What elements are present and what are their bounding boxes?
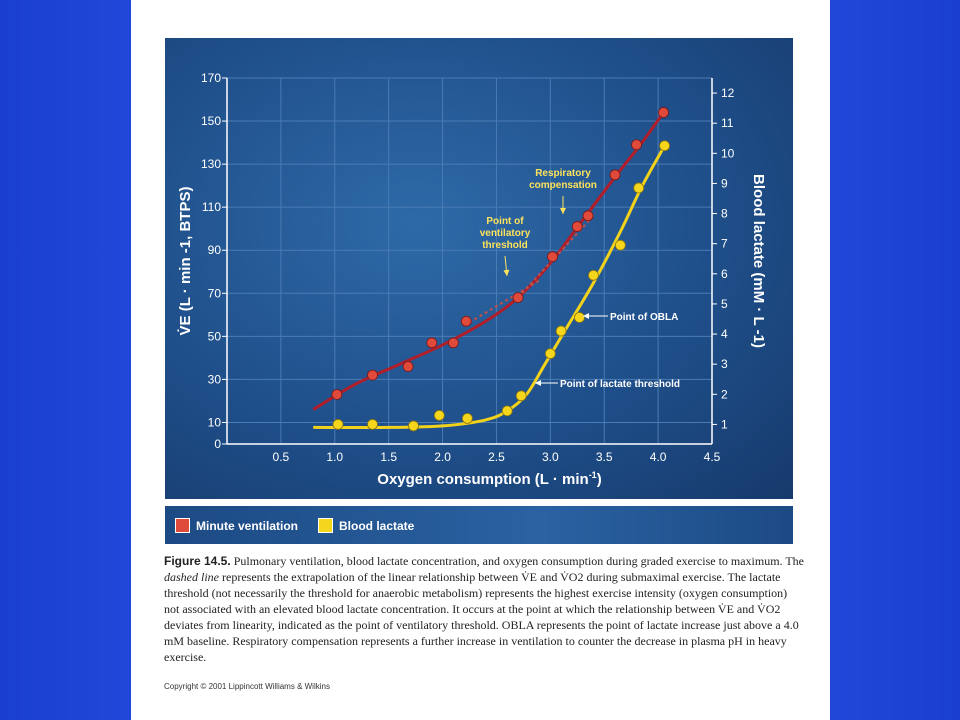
minute-ventilation-point [609, 169, 621, 181]
slide: Respiratory compensation Point of ventilato… [131, 0, 830, 720]
marker-layer [331, 107, 670, 432]
y2-tick-label: 9 [721, 176, 728, 190]
minute-ventilation-point [402, 361, 414, 372]
x-tick-label: 2.5 [488, 450, 505, 464]
annotation-arrow-head [535, 380, 541, 386]
x-tick-label: 2.0 [434, 450, 451, 464]
y2-tick-label: 1 [721, 417, 728, 431]
y2-tick-label: 10 [721, 146, 735, 160]
y-tick-label: 130 [201, 157, 221, 171]
minute-ventilation-point [426, 337, 438, 349]
y2-tick-label: 8 [721, 207, 728, 221]
axes-layer [222, 77, 717, 445]
grid-layer [227, 77, 713, 445]
y2-axis-title: Blood lactate (mM · L -1) [750, 174, 767, 348]
caption-emphasis: dashed line [164, 570, 219, 584]
y-axis-title: V̇E (L · min -1, BTPS) [177, 187, 194, 336]
blood-lactate-point [332, 419, 344, 430]
annotation-text: Point of [486, 216, 524, 227]
y2-tick-label: 7 [721, 237, 728, 251]
blood-lactate-point [408, 420, 419, 432]
y-tick-label: 90 [208, 243, 222, 257]
blood-lactate-point [555, 325, 567, 337]
y-tick-label: 0 [214, 437, 221, 451]
legend-label: Minute ventilation [196, 518, 298, 533]
annotation-text: Point of lactate threshold [560, 379, 680, 390]
annotation-text: Point of OBLA [610, 312, 678, 323]
minute-ventilation-point [658, 107, 669, 118]
y2-tick-label: 3 [721, 357, 728, 371]
y2-tick-label: 2 [721, 387, 728, 401]
minute-ventilation-point [582, 210, 594, 222]
minute-ventilation-point [547, 251, 558, 263]
x-axis-title-sup: -1 [589, 470, 597, 480]
x-tick-label: 1.0 [326, 450, 343, 464]
blood-lactate-point [633, 182, 645, 194]
figure-caption: Figure 14.5. Pulmonary ventilation, bloo… [164, 553, 804, 665]
blood-lactate-point [367, 419, 378, 430]
minute-ventilation-point [447, 337, 459, 349]
x-axis-title: Oxygen consumption (L · min-1) [377, 470, 601, 488]
blood-lactate-point [461, 412, 473, 424]
annotation-text: threshold [482, 240, 528, 251]
y-tick-label: 30 [208, 372, 222, 386]
y2-tick-label: 11 [721, 116, 734, 130]
y-tick-label: 110 [202, 200, 221, 214]
annotation-text: ventilatory [480, 228, 531, 239]
copyright-notice: Copyright © 2001 Lippincott Williams & W… [164, 682, 330, 691]
annotation-arrow-head [560, 208, 566, 214]
y2-tick-label: 5 [721, 297, 728, 311]
minute-ventilation-point [331, 389, 343, 400]
x-tick-label: 4.0 [650, 450, 667, 464]
x-tick-label: 3.0 [542, 450, 559, 464]
caption-text-2: represents the extrapolation of the line… [164, 570, 799, 664]
annotation-text: compensation [529, 180, 597, 191]
minute-ventilation-point [367, 369, 378, 381]
legend-swatch-blood-lactate [318, 518, 333, 533]
legend-label: Blood lactate [339, 518, 415, 533]
x-axis-title-end: ) [597, 471, 602, 488]
legend-item-minute-ventilation: Minute ventilation [175, 518, 298, 533]
y-tick-label: 50 [208, 329, 222, 343]
legend: Minute ventilation Blood lactate [165, 506, 793, 544]
blood-lactate-point [433, 409, 445, 421]
blood-lactate-point [501, 405, 513, 417]
y-tick-label: 70 [208, 286, 222, 300]
caption-text-1: Pulmonary ventilation, blood lactate con… [233, 554, 805, 568]
x-tick-label: 4.5 [704, 450, 721, 464]
y-tick-label: 170 [201, 71, 221, 85]
figure-label: Figure 14.5. [164, 554, 231, 568]
y2-tick-label: 12 [721, 86, 735, 100]
minute-ventilation-point [512, 292, 524, 304]
blood-lactate-point [544, 348, 556, 360]
minute-ventilation-point [571, 221, 583, 232]
annotation-text: Respiratory [535, 168, 591, 179]
annotation-arrow-head [503, 269, 510, 276]
y-tick-label: 10 [208, 415, 222, 429]
y-tick-label: 150 [201, 114, 221, 128]
blood-lactate-point [614, 239, 626, 251]
legend-item-blood-lactate: Blood lactate [318, 518, 414, 533]
x-tick-label: 3.5 [596, 450, 613, 464]
minute-ventilation-line [312, 111, 665, 411]
minute-ventilation-point [631, 139, 642, 151]
blood-lactate-point [515, 390, 527, 402]
y2-tick-label: 4 [721, 327, 728, 341]
blood-lactate-line [313, 145, 666, 430]
label-layer: 0.5 1.0 1.5 2.0 2.5 3.0 3.5 4.0 4.50103050709011… [177, 71, 767, 488]
blood-lactate-point [588, 269, 599, 281]
blood-lactate-point [659, 140, 670, 152]
x-tick-label: 1.5 [380, 450, 397, 464]
minute-ventilation-point [460, 315, 472, 327]
x-tick-label: 0.5 [273, 450, 290, 464]
y2-tick-label: 6 [721, 267, 728, 281]
blood-lactate-point [574, 312, 585, 323]
annotation-arrow-head [583, 313, 589, 319]
legend-swatch-minute-ventilation [175, 518, 190, 533]
figure-panel: Respiratory compensation Point of ventilato… [165, 38, 793, 499]
